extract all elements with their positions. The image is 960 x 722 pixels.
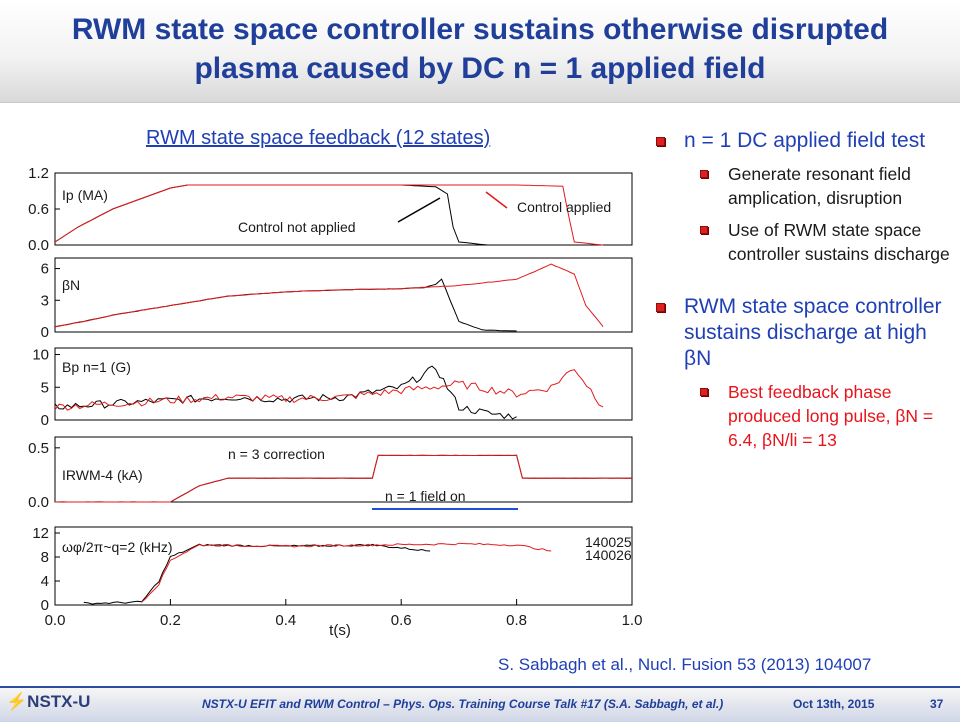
y-tick-label: 0.5 <box>28 440 49 457</box>
x-tick-label: 0.2 <box>160 612 181 629</box>
y-tick-label: 5 <box>41 379 49 396</box>
y-tick-label: 10 <box>32 347 49 364</box>
panel-frame <box>54 257 633 333</box>
series-line-140025 <box>54 184 517 246</box>
series-line-140026 <box>54 263 604 328</box>
panel-label-omega: ωφ/2π~q=2 (kHz) <box>62 539 173 555</box>
title-bar <box>0 0 960 103</box>
y-tick-label: 0.0 <box>28 494 49 511</box>
reference-citation: S. Sabbagh et al., Nucl. Fusion 53 (2013… <box>498 655 872 674</box>
series-line-140026 <box>54 369 604 411</box>
bullet-square-icon <box>700 226 708 234</box>
x-tick-label: 0.8 <box>506 612 527 629</box>
bullet-l2: Best feedback phase produced long pulse,… <box>700 380 956 452</box>
y-tick-label: 0 <box>41 324 49 341</box>
y-tick-label: 0 <box>41 412 49 429</box>
annotation-n1-field-on: n = 1 field on <box>385 488 466 504</box>
y-tick-label: 0 <box>41 597 49 614</box>
bullet-square-icon <box>700 170 708 178</box>
x-tick-label: 1.0 <box>622 612 643 629</box>
arrow-control-not-applied <box>397 197 441 223</box>
bullet-l2: Generate resonant field amplication, dis… <box>700 162 956 210</box>
y-tick-label: 1.2 <box>28 165 49 182</box>
y-tick-label: 8 <box>41 549 49 566</box>
panel-label-ip: Ip (MA) <box>62 187 108 203</box>
bullet-text: Best feedback phase produced long pulse,… <box>728 382 934 450</box>
x-axis-label: t(s) <box>329 622 351 639</box>
y-tick-label: 3 <box>41 292 49 309</box>
panel-frame <box>54 526 633 606</box>
bullet-list: n = 1 DC applied field test Generate res… <box>656 128 956 460</box>
lightning-icon: ⚡ <box>6 692 28 711</box>
y-tick-label: 0.6 <box>28 201 49 218</box>
bullet-square-icon <box>700 388 708 396</box>
arrow-control-applied <box>485 191 508 209</box>
series-line-140026 <box>141 542 552 603</box>
y-tick-label: 4 <box>41 573 49 590</box>
panel-label-bp: Bp n=1 (G) <box>62 359 131 375</box>
series-line-140026 <box>54 454 633 503</box>
logo-text: NSTX-U <box>27 692 91 711</box>
page-number: 37 <box>930 697 944 711</box>
footer: ⚡NSTX-U NSTX-U EFIT and RWM Control – Ph… <box>0 686 960 722</box>
series-line-140025 <box>54 278 517 332</box>
footer-date: Oct 13th, 2015 <box>793 697 875 711</box>
bullet-square-icon <box>656 137 665 146</box>
bullet-l1: RWM state space controller sustains disc… <box>656 294 956 372</box>
panel-label-betaN: βN <box>62 277 80 293</box>
x-tick-label: 0.4 <box>275 612 296 629</box>
x-tick-label: 0.6 <box>391 612 412 629</box>
bullet-text: RWM state space controller sustains disc… <box>684 295 942 370</box>
y-tick-label: 6 <box>41 261 49 278</box>
bullet-square-icon <box>656 303 665 312</box>
bullet-text: Use of RWM state space controller sustai… <box>728 220 950 264</box>
panel-frame <box>54 436 633 503</box>
chart-heading: RWM state space feedback (12 states) <box>146 127 491 149</box>
y-tick-label: 0.0 <box>28 237 49 254</box>
panel-label-irwm: IRWM-4 (kA) <box>62 467 143 483</box>
y-tick-label: 12 <box>32 525 49 542</box>
footer-talk-title: NSTX-U EFIT and RWM Control – Phys. Ops.… <box>202 697 724 711</box>
nstx-logo: ⚡NSTX-U <box>6 692 90 712</box>
slide-title-line1: RWM state space controller sustains othe… <box>71 13 889 46</box>
annotation-control-applied: Control applied <box>517 199 611 215</box>
annotation-control-not-applied: Control not applied <box>238 219 356 235</box>
legend-140026: 140026 <box>585 547 632 563</box>
bullet-text: Generate resonant field amplication, dis… <box>728 164 911 208</box>
slide-title: RWM state space controller sustains othe… <box>10 10 950 88</box>
legend-140025: 140025 <box>585 534 632 550</box>
bullet-l2: Use of RWM state space controller sustai… <box>700 218 956 266</box>
annotation-n3-correction: n = 3 correction <box>228 446 325 462</box>
series-line-140026 <box>54 184 604 246</box>
x-tick-label: 0.0 <box>45 612 66 629</box>
panel-frame <box>54 347 633 421</box>
slide-title-line2: plasma caused by DC n = 1 applied field <box>194 52 766 85</box>
bullet-l1: n = 1 DC applied field test <box>656 128 956 154</box>
bullet-text: n = 1 DC applied field test <box>684 129 926 152</box>
